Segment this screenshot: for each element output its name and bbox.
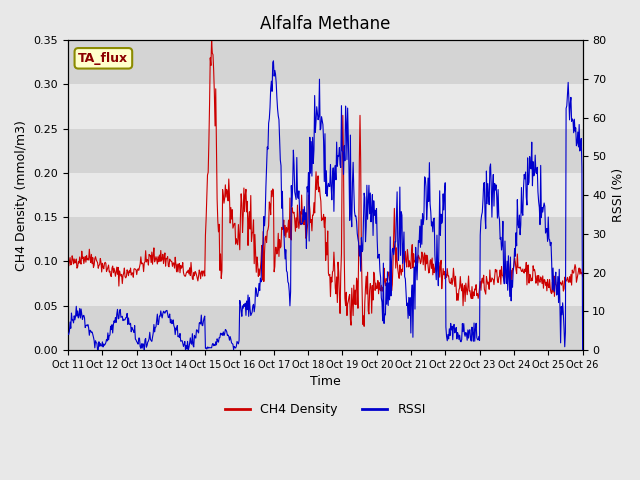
- Legend: CH4 Density, RSSI: CH4 Density, RSSI: [220, 398, 431, 421]
- Bar: [68, 173, 582, 217]
- Bar: [68, 129, 582, 173]
- Bar: [68, 306, 582, 350]
- Bar: [68, 84, 582, 129]
- Bar: [68, 40, 582, 84]
- Text: TA_flux: TA_flux: [78, 52, 129, 65]
- Bar: [68, 262, 582, 306]
- Bar: [68, 217, 582, 262]
- Y-axis label: RSSI (%): RSSI (%): [612, 168, 625, 222]
- Title: Alfalfa Methane: Alfalfa Methane: [260, 15, 390, 33]
- X-axis label: Time: Time: [310, 375, 340, 388]
- Y-axis label: CH4 Density (mmol/m3): CH4 Density (mmol/m3): [15, 120, 28, 271]
